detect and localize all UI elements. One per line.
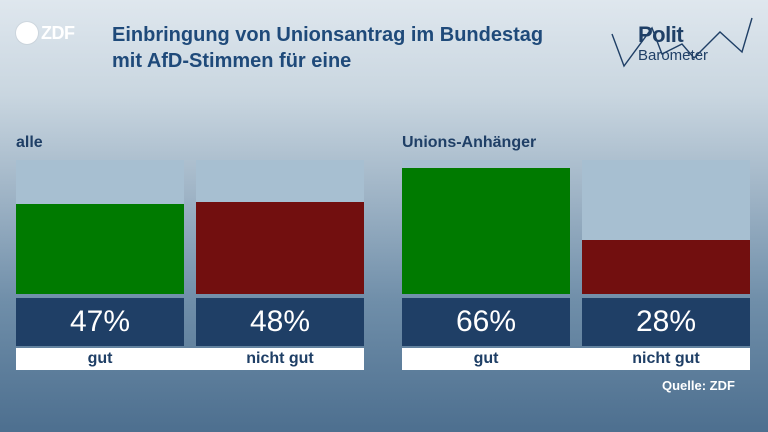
- bar-alle-nicht-gut: [196, 202, 364, 294]
- category-label-union-nicht-gut: nicht gut: [582, 348, 750, 370]
- bar-track-alle-nicht-gut: [196, 160, 364, 294]
- chart-title: Einbringung von Unionsantrag im Bundesta…: [112, 24, 544, 72]
- logo-word-polit: Polit: [638, 22, 684, 47]
- group-title-alle: alle: [16, 134, 43, 151]
- politbarometer-graph-icon: [611, 17, 753, 68]
- bar-union-gut: [402, 168, 570, 294]
- category-label-union-gut: gut: [402, 348, 570, 370]
- value-label-alle-gut: 47%: [16, 298, 184, 346]
- bar-track-alle-gut: [16, 160, 184, 294]
- group-title-unions-anhaenger: Unions-Anhänger: [402, 134, 537, 151]
- zdf-logo: ZDF: [16, 22, 75, 44]
- logo-word-barometer: Barometer: [638, 47, 709, 64]
- zdf-logo-circle: [16, 22, 38, 44]
- politbarometer-logo: Polit Barometer: [600, 14, 760, 74]
- source-note: Quelle: ZDF: [662, 378, 735, 393]
- category-label-alle-gut: gut: [16, 348, 184, 370]
- bar-track-union-nicht-gut: [582, 160, 750, 294]
- value-label-union-gut: 66%: [402, 298, 570, 346]
- bar-track-union-gut: [402, 160, 570, 294]
- zdf-logo-text: ZDF: [41, 22, 75, 43]
- value-label-alle-nicht-gut: 48%: [196, 298, 364, 346]
- value-label-union-nicht-gut: 28%: [582, 298, 750, 346]
- category-label-alle-nicht-gut: nicht gut: [196, 348, 364, 370]
- bar-union-nicht-gut: [582, 240, 750, 294]
- bar-alle-gut: [16, 204, 184, 294]
